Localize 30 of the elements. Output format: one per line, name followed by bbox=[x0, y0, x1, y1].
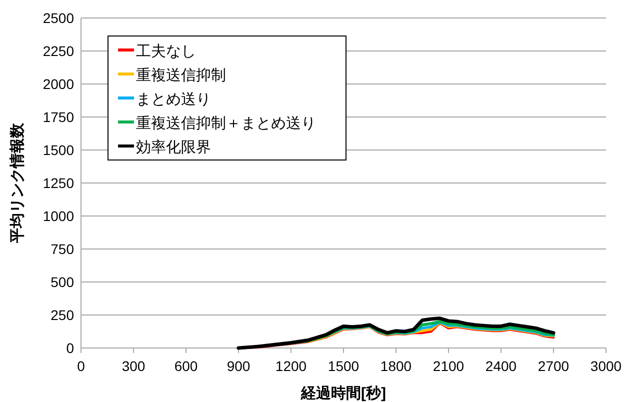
y-tick-label: 2250 bbox=[42, 43, 74, 59]
x-tick-label: 2700 bbox=[538, 358, 570, 374]
y-tick-label: 2500 bbox=[42, 10, 74, 26]
x-tick-label: 3000 bbox=[590, 358, 622, 374]
line-series bbox=[236, 316, 556, 350]
x-tick-label: 2400 bbox=[485, 358, 517, 374]
x-tick-label: 1800 bbox=[380, 358, 412, 374]
x-tick-label: 1200 bbox=[275, 358, 307, 374]
y-tick-label: 250 bbox=[50, 307, 74, 323]
x-tick-label: 600 bbox=[174, 358, 198, 374]
legend-label: 工夫なし bbox=[136, 43, 196, 60]
y-tick-label: 1250 bbox=[42, 175, 74, 191]
y-tick-label: 0 bbox=[66, 340, 74, 356]
x-tick-label: 900 bbox=[226, 358, 250, 374]
y-tick-label: 2000 bbox=[42, 76, 74, 92]
y-tick-label: 500 bbox=[50, 274, 74, 290]
x-tick-label: 1500 bbox=[328, 358, 360, 374]
legend-label: 重複送信抑制 bbox=[136, 67, 226, 84]
x-tick-label: 300 bbox=[122, 358, 146, 374]
legend-label: 重複送信抑制＋まとめ送り bbox=[136, 115, 316, 132]
y-tick-label: 1750 bbox=[42, 109, 74, 125]
x-axis-title: 経過時間[秒] bbox=[300, 385, 386, 402]
y-tick-label: 1000 bbox=[42, 208, 74, 224]
x-tick-label: 2100 bbox=[432, 358, 464, 374]
y-tick-label: 750 bbox=[50, 241, 74, 257]
legend-label: まとめ送り bbox=[136, 91, 211, 108]
y-axis-title: 平均リンク情報数 bbox=[9, 122, 26, 244]
x-tick-label: 0 bbox=[77, 358, 86, 374]
y-tick-label: 1500 bbox=[42, 142, 74, 158]
legend-label: 効率化限界 bbox=[136, 139, 211, 156]
